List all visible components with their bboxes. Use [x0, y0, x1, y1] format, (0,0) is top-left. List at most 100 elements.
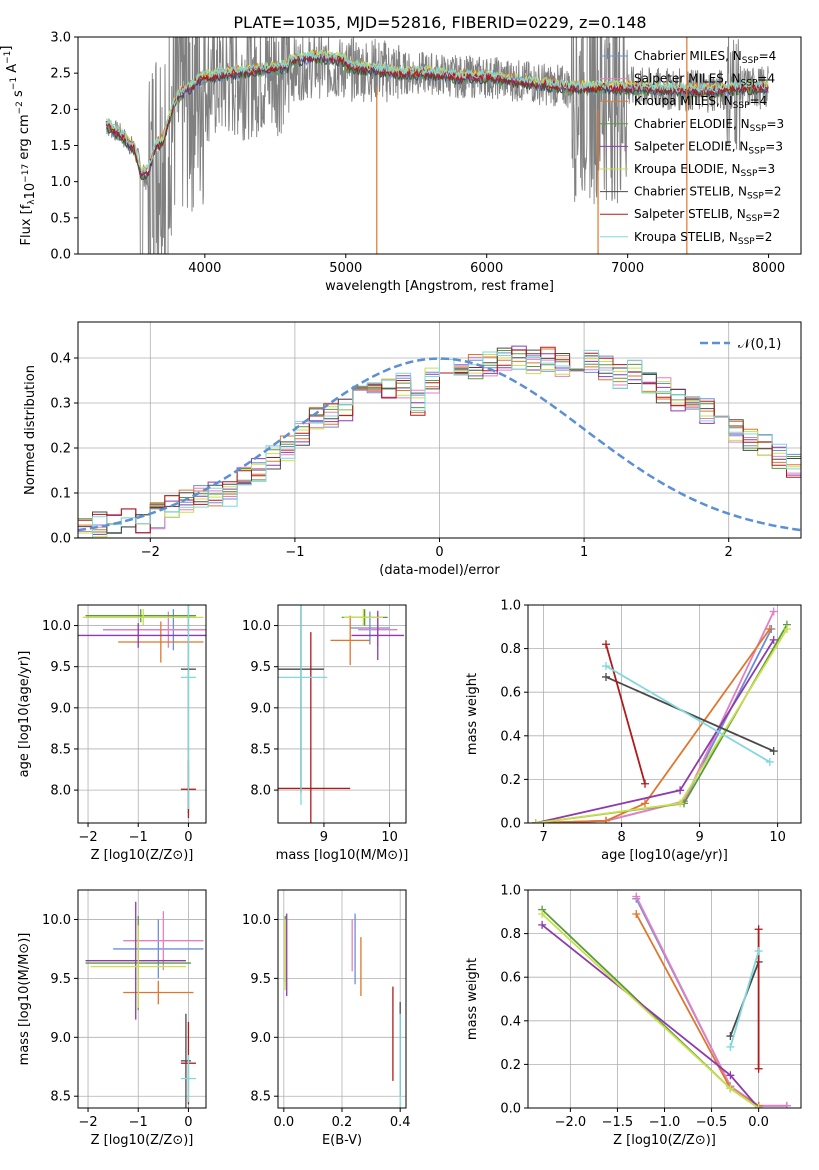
- weight-marker-1: [782, 1101, 791, 1108]
- x-axis-label: E(B-V): [322, 1133, 362, 1148]
- weight-line-3: [535, 624, 788, 823]
- age_vs_Z-panel: −2 −1 0 8.0 8.5 9.0 9.5 10.0 Z [log10(Z/Z⊙)] age …: [17, 604, 207, 863]
- x-tick-label: 9: [695, 830, 703, 845]
- y-tick-label: 10.0: [42, 913, 71, 928]
- x-tick-label: −2: [141, 545, 160, 560]
- y-tick-label: 8.5: [50, 1090, 71, 1105]
- y-tick-label: 0.4: [500, 729, 521, 744]
- y-tick-label: 1.0: [500, 599, 521, 614]
- weight-line-1: [635, 896, 787, 1107]
- weight-marker-5: [726, 1084, 735, 1093]
- y-tick-label: 9.5: [50, 972, 71, 987]
- y-tick-label: 0.4: [50, 352, 71, 367]
- y-tick-label: 0.8: [500, 642, 521, 657]
- y-tick-label: 0.1: [50, 487, 71, 502]
- y-tick-label: 0.2: [500, 1058, 521, 1073]
- y-tick-label: 0.4: [500, 1014, 521, 1029]
- x-tick-label: −1: [285, 545, 304, 560]
- x-tick-label: −1: [129, 830, 148, 845]
- x-axis-label: wavelength [Angstrom, rest frame]: [325, 279, 554, 294]
- legend-label-1: Salpeter MILES, NSSP=4: [634, 72, 775, 89]
- x-tick-label: 5000: [329, 261, 362, 276]
- histogram-series-8: [78, 349, 801, 538]
- legend-label-sub: SSP: [741, 79, 758, 89]
- legend-label-text: Chabrier STELIB, N: [634, 185, 747, 199]
- x-tick-label: 0: [184, 830, 192, 845]
- weight-marker-8: [754, 947, 763, 956]
- massweight_vs_age-panel: 7 8 9 10 0.0 0.2 0.4 0.6 0.8 1.0 age [log10(age/yr…: [465, 599, 802, 863]
- y-axis-label-part: ]: [0, 46, 14, 51]
- model-spectrum-line-0: [106, 55, 769, 180]
- legend-label-text: Salpeter MILES, N: [634, 72, 741, 86]
- weight-line-7: [605, 643, 646, 785]
- x-tick-label: 7000: [611, 261, 644, 276]
- y-tick-label: 0.0: [50, 532, 71, 547]
- legend-label-tail: =3: [757, 162, 775, 176]
- weight-marker-2: [602, 816, 610, 823]
- legend-label-tail: =3: [765, 139, 783, 153]
- x-tick-label: 9: [320, 830, 328, 845]
- weight-marker-2: [641, 799, 649, 808]
- axes-frame: [527, 604, 802, 824]
- x-tick-label: 6000: [470, 261, 503, 276]
- weight-line-8: [729, 950, 760, 1048]
- weight-marker-7: [602, 640, 610, 649]
- legend-label-tail: =2: [764, 185, 782, 199]
- weight-line-2: [535, 628, 771, 823]
- y-tick-label: 1.0: [50, 175, 71, 190]
- y-tick-label: 0.6: [500, 971, 521, 986]
- x-axis-label: Z [log10(Z/Z⊙)]: [91, 848, 194, 863]
- axes-frame: [527, 889, 802, 1109]
- mass_vs_Z-plot-area: [85, 901, 204, 1108]
- y-axis-label-part: erg cm: [17, 114, 32, 163]
- x-tick-label: 8: [617, 830, 625, 845]
- y-axis-label: Flux [fλ10−17 erg cm−2 s−1 A−1]: [0, 46, 38, 246]
- y-tick-label: 0.5: [50, 211, 71, 226]
- legend-label-text: Salpeter ELODIE, N: [634, 139, 748, 153]
- axes-frame: [77, 321, 802, 539]
- x-tick-label: −2: [78, 1115, 97, 1130]
- massweight_vs_age-plot-area: [531, 607, 791, 823]
- legend-label-4: Salpeter ELODIE, NSSP=3: [634, 139, 783, 156]
- x-tick-label: 1: [580, 545, 588, 560]
- age_vs_mass-panel: 9 10 8.0 8.5 9.0 9.5 10.0 mass [log10(M/M⊙)]: [242, 604, 408, 863]
- legend-label-tail: =2: [763, 207, 781, 221]
- age_vs_mass-plot-area: [278, 605, 405, 823]
- weight-marker-8: [726, 1042, 735, 1051]
- axes-frame: [77, 889, 207, 1109]
- legend-label-text: Salpeter STELIB, N: [634, 207, 746, 221]
- x-tick-label: −1: [129, 1115, 148, 1130]
- y-tick-label: 0.2: [500, 773, 521, 788]
- weight-marker-2: [632, 909, 641, 918]
- axes-frame: [77, 604, 207, 824]
- x-tick-label: 0: [435, 545, 443, 560]
- axes-frame: [277, 889, 407, 1109]
- y-tick-label: 9.0: [250, 1031, 271, 1046]
- legend-label-sub: SSP: [738, 237, 755, 247]
- massweight_vs_Z-plot-area: [538, 892, 791, 1108]
- legend-label-sub: SSP: [747, 192, 764, 202]
- x-tick-label: 0.2: [332, 1115, 353, 1130]
- panels: 4000 5000 6000 7000 80000.00.51.01.52.02.53.…: [0, 31, 802, 1148]
- y-tick-label: 9.5: [250, 660, 271, 675]
- y-tick-label: 8.5: [250, 1090, 271, 1105]
- y-tick-label: 0.0: [500, 817, 521, 832]
- weight-line-8: [605, 665, 771, 763]
- weight-marker-8: [765, 757, 774, 766]
- legend-label-3: Chabrier ELODIE, NSSP=3: [634, 117, 784, 134]
- y-tick-label: 8.0: [250, 784, 271, 799]
- y-tick-label: 1.5: [50, 139, 71, 154]
- y-axis-label: mass weight: [465, 958, 480, 1040]
- x-tick-label: 0.4: [390, 1115, 411, 1130]
- x-axis-label: Z [log10(Z/Z⊙)]: [91, 1133, 194, 1148]
- x-tick-label: 7: [539, 830, 547, 845]
- legend-label-0: Chabrier MILES, NSSP=4: [634, 49, 776, 66]
- legend-label-tail: =4: [757, 72, 775, 86]
- y-axis-label-part: s: [11, 90, 26, 101]
- legend-label-text: Kroupa ELODIE, N: [634, 162, 741, 176]
- y-axis-label-part: 10: [23, 183, 38, 200]
- legend-label-6: Chabrier STELIB, NSSP=2: [634, 185, 782, 202]
- x-tick-label: 10: [769, 830, 786, 845]
- y-tick-label: 9.0: [50, 1031, 71, 1046]
- mass_vs_Z-panel: −2 −1 0 8.5 9.0 9.5 10.0 Z [log10(Z/Z⊙)] mass [l…: [17, 889, 207, 1148]
